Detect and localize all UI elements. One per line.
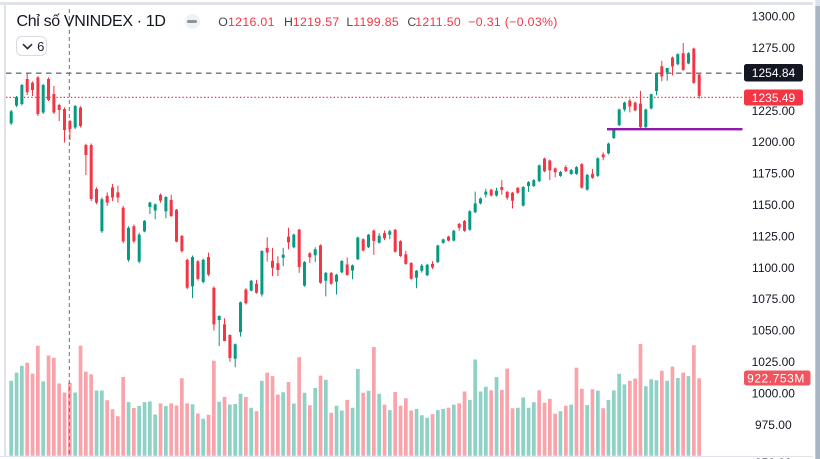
svg-text:1300.00: 1300.00 — [752, 10, 796, 24]
svg-text:1200.00: 1200.00 — [752, 135, 796, 149]
svg-text:1025.00: 1025.00 — [752, 355, 796, 369]
svg-text:1175.00: 1175.00 — [752, 167, 795, 181]
svg-text:950.00: 950.00 — [755, 456, 792, 459]
svg-text:1225.00: 1225.00 — [752, 104, 796, 118]
svg-text:1000.00: 1000.00 — [752, 386, 796, 400]
svg-text:1275.00: 1275.00 — [752, 41, 796, 55]
svg-text:1235.49: 1235.49 — [752, 91, 796, 105]
svg-text:1075.00: 1075.00 — [752, 292, 796, 306]
svg-text:1150.00: 1150.00 — [752, 198, 795, 212]
svg-text:1125.00: 1125.00 — [752, 229, 795, 243]
svg-text:1100.00: 1100.00 — [752, 261, 795, 275]
svg-text:1050.00: 1050.00 — [752, 324, 796, 338]
svg-text:1254.84: 1254.84 — [752, 66, 796, 80]
svg-text:922.753M: 922.753M — [747, 372, 805, 386]
svg-text:975.00: 975.00 — [755, 418, 792, 432]
